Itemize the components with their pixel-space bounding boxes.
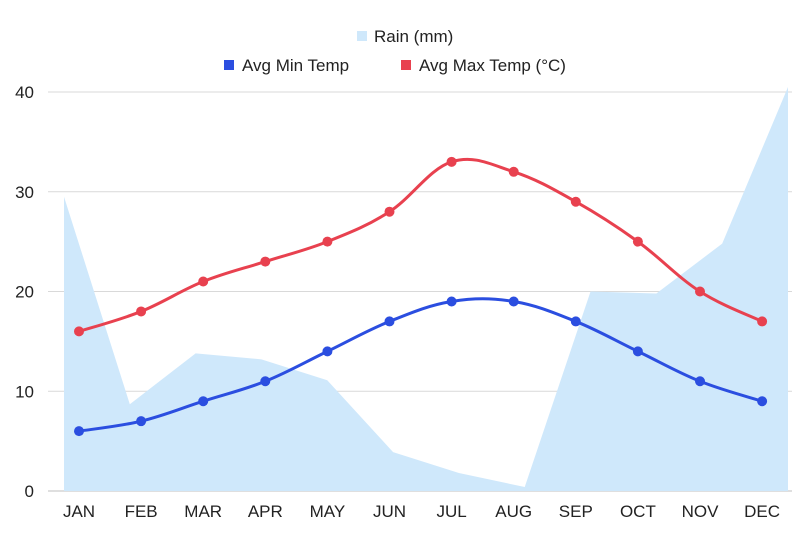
avg-max-temp-c-point [198,276,209,287]
rain-area-fill [64,87,788,491]
avg-max-temp-c-point [757,316,768,327]
y-tick-label: 10 [15,382,34,401]
rain-area [64,87,788,491]
avg-max-temp-c-point [695,286,705,297]
avg-max-temp-c-point [446,156,457,167]
y-tick-label: 20 [15,283,34,302]
x-tick-label: MAR [184,502,222,521]
avg-max-temp-c-point [508,166,519,177]
avg-max-temp-c-point [322,236,333,247]
y-tick-label: 40 [15,83,34,102]
legend-swatch-rain [357,31,367,41]
avg-max-temp-c-point [632,236,643,247]
x-tick-label: SEP [559,502,593,521]
legend-swatch-line [224,60,234,70]
legend: Rain (mm) Avg Min Temp Avg Max Temp (°C) [224,27,566,75]
avg-max-temp-c-point [384,206,395,217]
avg-max-temp-c-point [74,326,84,337]
x-tick-label: APR [248,502,283,521]
avg-min-temp-point [695,376,705,387]
x-tick-label: OCT [620,502,656,521]
avg-min-temp-point [136,416,147,427]
x-tick-label: JUN [373,502,406,521]
legend-label-rain: Rain (mm) [374,27,453,46]
temperature-lines [74,156,768,437]
avg-max-temp-c-point [570,196,581,207]
x-tick-label: AUG [495,502,532,521]
x-tick-label: MAY [310,502,346,521]
x-tick-label: FEB [125,502,158,521]
y-tick-label: 30 [15,183,34,202]
x-tick-label: JAN [63,502,95,521]
avg-max-temp-c-point [260,256,271,267]
avg-max-temp-c-line [77,157,764,333]
avg-min-temp-point [508,296,519,307]
avg-min-temp-point [322,346,333,357]
avg-max-temp-c-point [136,306,147,317]
avg-min-temp-point [384,316,395,327]
axes: 0 10 20 30 40 JAN FEB MAR APR MAY JUN JUL AUG SEP OCT N… [15,83,780,521]
y-tick-label: 0 [25,482,34,501]
x-tick-label: JUL [436,502,466,521]
avg-min-temp-point [570,316,581,327]
avg-min-temp-point [198,396,209,407]
x-tick-label: NOV [682,502,720,521]
legend-label-line: Avg Max Temp (°C) [419,56,566,75]
avg-min-temp-point [446,296,457,307]
x-tick-label: DEC [744,502,780,521]
legend-label-line: Avg Min Temp [242,56,349,75]
avg-min-temp-point [632,346,643,357]
avg-min-temp-point [260,376,271,387]
avg-min-temp-point [74,426,84,437]
legend-swatch-line [401,60,411,70]
avg-min-temp-point [757,396,768,407]
